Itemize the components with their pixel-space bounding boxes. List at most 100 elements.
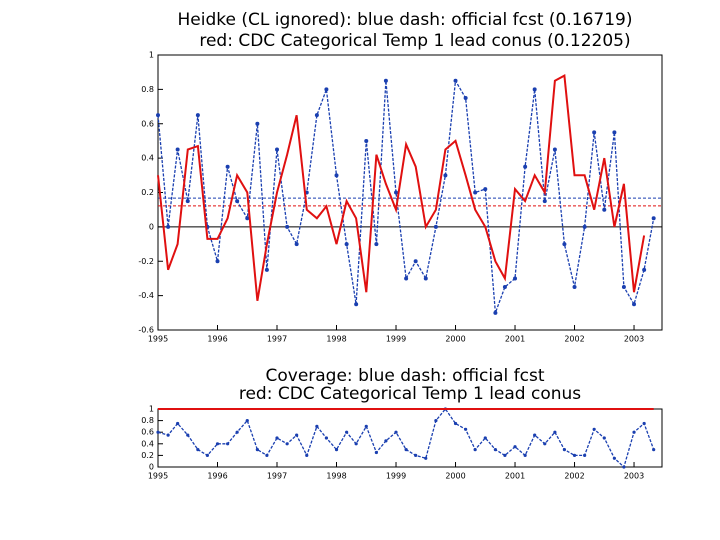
series-point [463, 95, 468, 100]
series-point [344, 242, 349, 247]
series-point [324, 436, 328, 440]
series-point [245, 419, 249, 423]
series-point [314, 113, 319, 118]
series-point [542, 199, 547, 204]
series-point [275, 436, 279, 440]
series-point [583, 453, 587, 457]
series-point [245, 216, 250, 221]
series-point [205, 453, 209, 457]
x-tick-label: 2000 [445, 472, 465, 481]
series-point [315, 424, 319, 428]
series-point [602, 436, 606, 440]
series-point [255, 121, 260, 126]
series-point [156, 430, 160, 434]
series-point [413, 259, 418, 264]
series-point [394, 190, 399, 195]
y-tick-label: 0 [149, 222, 154, 231]
series-line [157, 78, 655, 314]
series-point [215, 442, 220, 446]
series-point [562, 448, 567, 452]
series-point [404, 276, 409, 281]
series-point [592, 130, 597, 135]
series-point [612, 456, 616, 460]
series-point [424, 456, 428, 460]
series-point [473, 190, 478, 195]
series-point [295, 433, 299, 437]
series-point [354, 442, 358, 446]
x-tick-label: 2002 [564, 335, 584, 344]
series-point [334, 173, 339, 178]
series-point [652, 448, 656, 452]
series-point [632, 430, 636, 434]
series-point [453, 78, 458, 83]
series-point [473, 448, 477, 452]
series-point [285, 224, 290, 229]
series-point [602, 207, 607, 212]
series-point [175, 147, 180, 152]
series-point [423, 276, 428, 281]
series-point [493, 310, 498, 315]
series-point [374, 450, 378, 455]
y-tick-label: 1 [149, 405, 154, 414]
series-point [572, 453, 577, 457]
series-point [235, 199, 240, 204]
series-point [255, 448, 259, 452]
series-point [294, 242, 299, 247]
series-point [632, 302, 637, 307]
series-point [215, 259, 220, 264]
series-point [543, 442, 547, 446]
chart-title: Heidke (CL ignored): blue dash: official… [178, 10, 633, 30]
series-point [464, 427, 468, 431]
series-point [305, 453, 309, 457]
series-point [265, 453, 269, 457]
x-tick-label: 1999 [386, 335, 406, 344]
y-tick-label: 0.2 [141, 451, 154, 460]
series-point [166, 433, 170, 437]
y-tick-label: -0.6 [138, 326, 154, 335]
x-tick-label: 2003 [624, 335, 644, 344]
series-point [434, 419, 438, 423]
series-point [612, 130, 617, 135]
series-point [523, 164, 528, 169]
series-point [622, 465, 626, 469]
series-point [592, 427, 596, 431]
series-point [443, 173, 448, 178]
y-tick-label: 0.8 [141, 416, 154, 425]
series-point [275, 147, 280, 152]
series-point [156, 113, 160, 118]
series-line [157, 73, 646, 301]
series-point [196, 448, 200, 452]
series-line [157, 407, 655, 469]
series-point [186, 433, 190, 437]
x-tick-label: 1997 [267, 335, 287, 344]
series-point [383, 78, 388, 83]
series-point [621, 285, 626, 290]
x-tick-label: 2002 [564, 472, 584, 481]
series-point [532, 87, 537, 92]
series-point [552, 147, 557, 152]
series-point [502, 285, 507, 290]
series-point [404, 448, 408, 452]
x-tick-label: 1999 [386, 472, 406, 481]
y-tick-label: 1 [149, 51, 154, 60]
x-tick-label: 1995 [148, 472, 168, 481]
y-tick-label: 0.4 [141, 154, 154, 163]
series-point [334, 448, 339, 452]
series-point [374, 242, 379, 247]
series-point [176, 421, 180, 426]
series-point [483, 187, 488, 192]
x-tick-label: 1998 [326, 335, 346, 344]
series-point [354, 302, 359, 307]
x-tick-label: 1996 [207, 335, 227, 344]
chart-title: Coverage: blue dash: official fcst [265, 366, 544, 386]
y-tick-label: 0.8 [141, 85, 154, 94]
series-point [453, 421, 458, 426]
x-tick-label: 1997 [267, 472, 287, 481]
y-tick-label: 0 [149, 463, 154, 472]
series-point [235, 430, 239, 434]
series-point [582, 224, 587, 229]
series-point [642, 421, 646, 426]
y-tick-label: -0.2 [138, 257, 154, 266]
y-tick-label: 0.6 [141, 428, 154, 437]
